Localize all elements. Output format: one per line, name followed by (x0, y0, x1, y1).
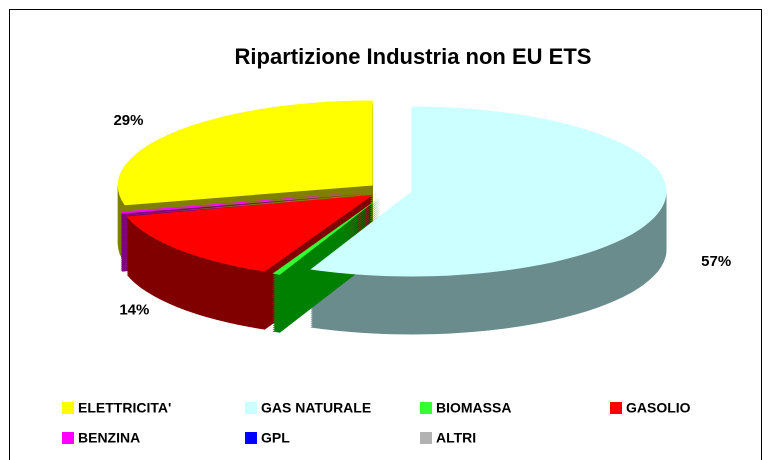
legend-swatch (610, 402, 622, 414)
legend-swatch (420, 402, 432, 414)
legend-label: GPL (261, 430, 290, 446)
pie-slice (126, 194, 374, 272)
legend-label: ALTRI (436, 430, 476, 446)
legend-swatch (245, 402, 257, 414)
chart-title: Ripartizione Industria non EU ETS (235, 44, 592, 69)
legend-label: BIOMASSA (436, 400, 511, 416)
legend-label: BENZINA (78, 430, 140, 446)
pie-slice (310, 106, 667, 277)
data-label: 14% (119, 301, 149, 318)
legend-label: ELETTRICITA' (78, 400, 171, 416)
legend-swatch (62, 402, 74, 414)
pie-slice (117, 100, 373, 206)
legend-swatch (420, 432, 432, 444)
pie-slice (272, 196, 381, 275)
pie-slice (120, 191, 369, 214)
slice-side-layer (120, 193, 369, 216)
data-label: 57% (701, 253, 731, 270)
data-label: 29% (113, 112, 143, 129)
legend-label: GASOLIO (626, 400, 691, 416)
legend-label: GAS NATURALE (261, 400, 371, 416)
legend-swatch (62, 432, 74, 444)
chart-frame (9, 9, 762, 460)
legend-swatch (245, 432, 257, 444)
